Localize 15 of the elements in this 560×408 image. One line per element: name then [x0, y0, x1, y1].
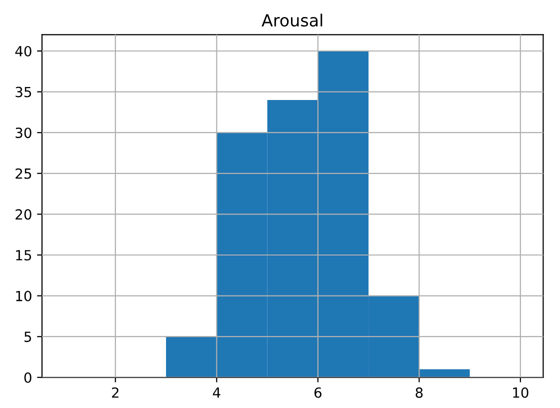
x-tick-label: 4	[212, 388, 220, 398]
y-tick-label: 15	[16, 250, 32, 260]
chart-title: Arousal	[262, 14, 322, 27]
y-tick-label: 10	[16, 290, 32, 302]
x-tick-label: 8	[416, 387, 423, 398]
x-tick-label: 2	[112, 387, 118, 398]
y-tick-label: 20	[16, 209, 32, 220]
y-tick-label: 30	[16, 128, 32, 138]
y-tick-label: 5	[24, 332, 32, 342]
y-tick-label: 0	[24, 372, 32, 383]
x-tick-label: 10	[513, 387, 528, 398]
y-tick-label: 40	[15, 46, 32, 56]
y-tick-label: 25	[16, 168, 32, 179]
x-tick-label: 6	[314, 387, 322, 398]
y-tick-label: 35	[16, 86, 32, 98]
